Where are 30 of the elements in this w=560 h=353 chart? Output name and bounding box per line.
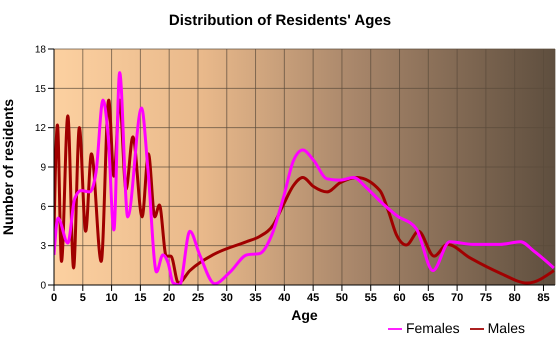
- x-tick-label: 85: [537, 292, 550, 304]
- x-tick-label: 70: [450, 292, 464, 304]
- x-tick-label: 55: [364, 292, 377, 304]
- y-axis-title: Number of residents: [0, 98, 16, 236]
- y-tick-label: 6: [40, 202, 46, 213]
- y-tick-label: 9: [40, 162, 46, 174]
- x-tick-label: 30: [220, 292, 233, 304]
- y-tick-label: 15: [34, 84, 46, 95]
- x-tick-label: 60: [393, 292, 406, 304]
- x-tick-label: 50: [336, 292, 348, 304]
- legend-label: Males: [488, 320, 525, 336]
- x-tick-label: 25: [192, 292, 204, 304]
- x-tick-label: 0: [50, 292, 58, 304]
- y-tick-label: 0: [40, 280, 46, 292]
- y-tick-label: 12: [34, 123, 46, 134]
- legend-label: Females: [406, 320, 460, 336]
- chart-title: Distribution of Residents' Ages: [168, 12, 392, 29]
- x-tick-label: 35: [249, 292, 262, 304]
- x-tick-label: 80: [508, 292, 521, 304]
- y-tick-label: 3: [40, 241, 46, 252]
- x-tick-label: 75: [480, 292, 492, 304]
- y-tick-label: 18: [34, 44, 46, 56]
- x-tick-label: 20: [163, 292, 176, 304]
- x-tick-label: 65: [422, 292, 434, 304]
- x-tick-label: 40: [278, 292, 290, 304]
- x-axis-title: Age: [291, 307, 318, 323]
- x-tick-label: 15: [134, 292, 147, 304]
- x-tick-label: 5: [80, 292, 86, 304]
- x-tick-label: 10: [105, 292, 118, 304]
- x-tick-label: 45: [307, 292, 320, 304]
